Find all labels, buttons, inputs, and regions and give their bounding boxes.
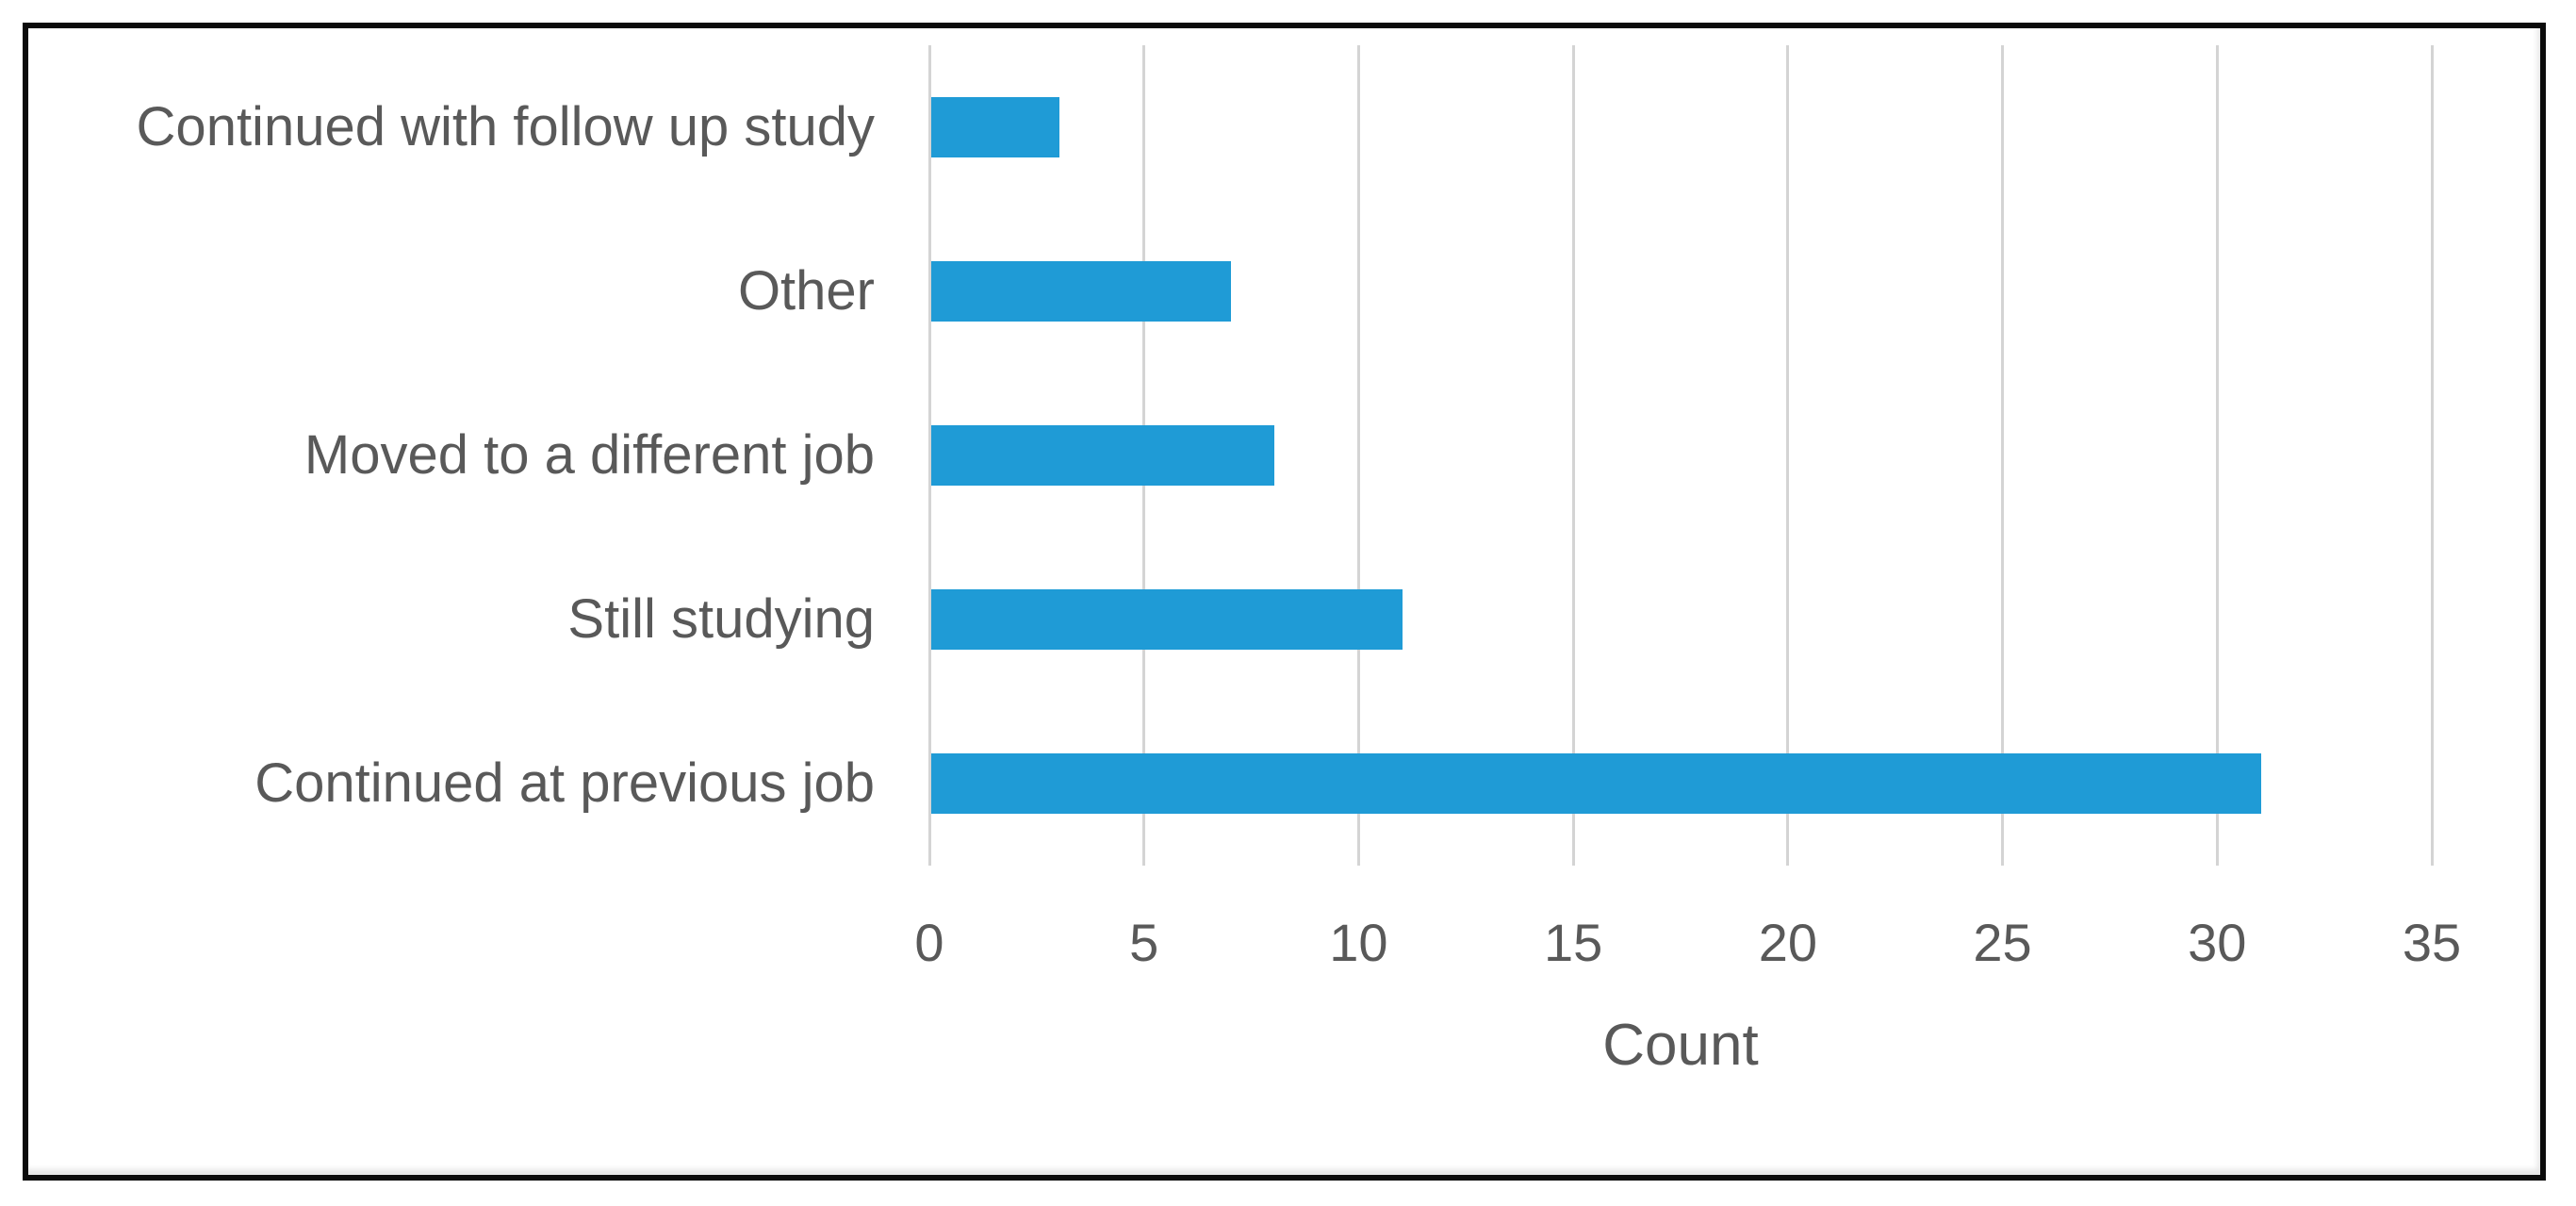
value-axis-line xyxy=(927,45,931,866)
x-tick-label: 10 xyxy=(1329,913,1388,972)
x-tick-label: 0 xyxy=(914,913,944,972)
bar xyxy=(930,261,1232,322)
bar xyxy=(930,425,1274,486)
category-label: Other xyxy=(737,260,875,322)
gridline xyxy=(2215,45,2219,866)
x-axis-title: Count xyxy=(1602,1013,1759,1078)
gridline xyxy=(1356,45,1360,866)
bar xyxy=(930,97,1060,157)
category-label: Moved to a different job xyxy=(304,424,875,486)
bar xyxy=(930,589,1403,650)
x-tick-label: 15 xyxy=(1543,913,1603,972)
bar xyxy=(930,753,2262,814)
gridline xyxy=(1571,45,1575,866)
x-tick-label: 20 xyxy=(1758,913,1817,972)
category-label: Continued with follow up study xyxy=(136,96,875,157)
x-tick-label: 30 xyxy=(2188,913,2247,972)
chart-frame: Continued with follow up study Other Moved… xyxy=(23,23,2546,1181)
gridline xyxy=(2001,45,2005,866)
gridline xyxy=(2430,45,2434,866)
category-label: Still studying xyxy=(567,588,875,650)
gridline xyxy=(1786,45,1790,866)
x-tick-label: 25 xyxy=(1973,913,2032,972)
x-tick-label: 35 xyxy=(2402,913,2462,972)
x-tick-label: 5 xyxy=(1129,913,1159,972)
category-label: Continued at previous job xyxy=(254,752,875,814)
